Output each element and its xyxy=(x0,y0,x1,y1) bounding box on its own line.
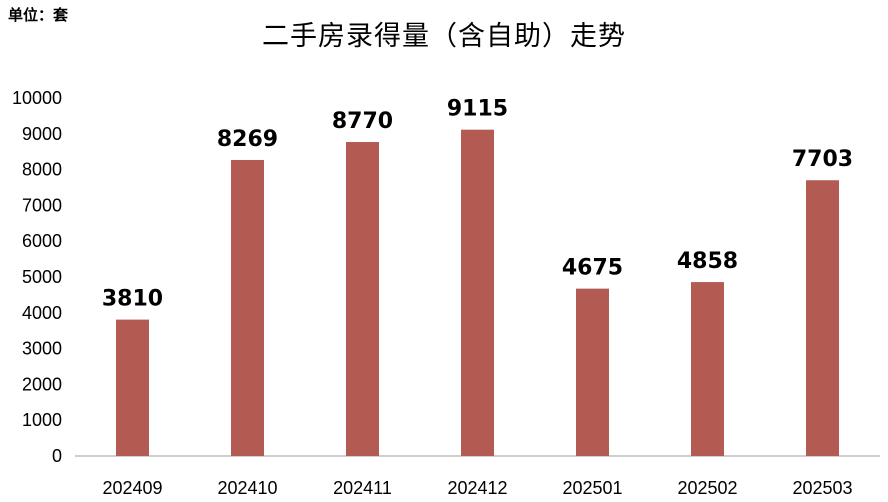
bar xyxy=(461,129,494,457)
bar xyxy=(116,319,149,456)
bar xyxy=(231,159,264,457)
bar xyxy=(576,288,609,456)
data-labels: 3810 8269 8770 9115 4675 4858 7703 xyxy=(102,97,853,312)
x-tick-label: 202409 xyxy=(102,478,162,498)
x-tick-label: 202503 xyxy=(792,478,852,498)
y-tick-label: 0 xyxy=(52,446,62,466)
bar xyxy=(691,282,724,456)
x-tick-label: 202411 xyxy=(333,478,392,498)
bar xyxy=(346,142,379,456)
y-tick-label: 7000 xyxy=(22,195,62,215)
unit-label: 单位：套 xyxy=(8,6,69,24)
bar-value-label: 4675 xyxy=(562,256,623,281)
x-axis-category-labels: 202409 202410 202411 202412 202501 202502 2025… xyxy=(102,478,852,498)
bar-value-label: 7703 xyxy=(792,147,853,172)
chart-title: 二手房录得量（含自助）走势 xyxy=(262,21,626,52)
y-tick-label: 5000 xyxy=(22,267,62,287)
bar-value-label: 9115 xyxy=(447,97,508,122)
bar-value-label: 3810 xyxy=(102,287,163,312)
bars xyxy=(116,129,839,457)
y-tick-label: 10000 xyxy=(12,88,62,108)
bar-value-label: 4858 xyxy=(677,249,738,274)
y-tick-label: 3000 xyxy=(22,339,62,359)
y-tick-label: 6000 xyxy=(22,231,62,251)
x-tick-label: 202412 xyxy=(447,478,507,498)
y-axis-ticks: 0 1000 2000 3000 4000 5000 6000 7000 8000 9000 100… xyxy=(12,88,62,466)
y-tick-label: 1000 xyxy=(22,410,62,430)
x-tick-label: 202502 xyxy=(677,478,737,498)
y-tick-label: 9000 xyxy=(22,124,62,144)
x-tick-label: 202501 xyxy=(562,478,622,498)
y-tick-label: 8000 xyxy=(22,160,62,180)
x-tick-label: 202410 xyxy=(217,478,277,498)
y-tick-label: 2000 xyxy=(22,374,62,394)
bar-value-label: 8770 xyxy=(332,109,393,134)
y-tick-label: 4000 xyxy=(22,303,62,323)
bar xyxy=(806,180,839,456)
bar-value-label: 8269 xyxy=(217,127,278,152)
